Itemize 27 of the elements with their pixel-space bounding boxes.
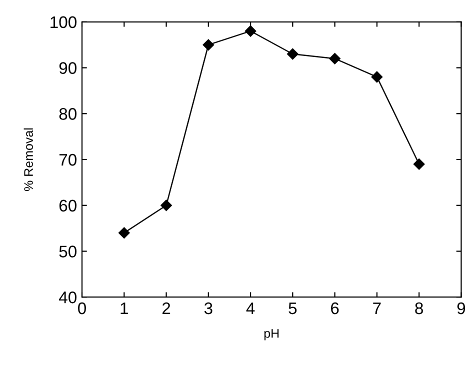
x-tick-label: 7 [373, 302, 381, 314]
x-tick-label: 3 [204, 302, 212, 314]
y-axis-title: % Removal [24, 128, 33, 192]
point [329, 52, 340, 64]
y-tick-label: 70 [59, 154, 76, 166]
point [244, 25, 256, 37]
x-tick-label: 8 [415, 302, 423, 314]
y-tick-label: 40 [58, 292, 76, 304]
y-tick-label: 50 [59, 246, 76, 258]
x-tick-label: 1 [120, 302, 128, 314]
y-tick-label: 80 [59, 108, 76, 120]
y-tick-label: 60 [59, 200, 76, 212]
point [287, 48, 298, 60]
x-axis-title: pH [264, 329, 279, 340]
point [118, 227, 130, 238]
point [413, 158, 425, 170]
point [202, 39, 214, 50]
x-tick-label: 0 [78, 302, 86, 314]
x-tick-label: 5 [288, 302, 297, 314]
x-tick-label: 9 [457, 302, 466, 314]
x-tick-label: 4 [246, 302, 255, 314]
x-tick-label: 6 [331, 302, 339, 314]
point [160, 200, 172, 211]
y-tick-label: 100 [50, 16, 76, 28]
point [371, 71, 383, 83]
y-tick-label: 90 [59, 62, 76, 74]
x-tick-label: 2 [162, 302, 170, 314]
